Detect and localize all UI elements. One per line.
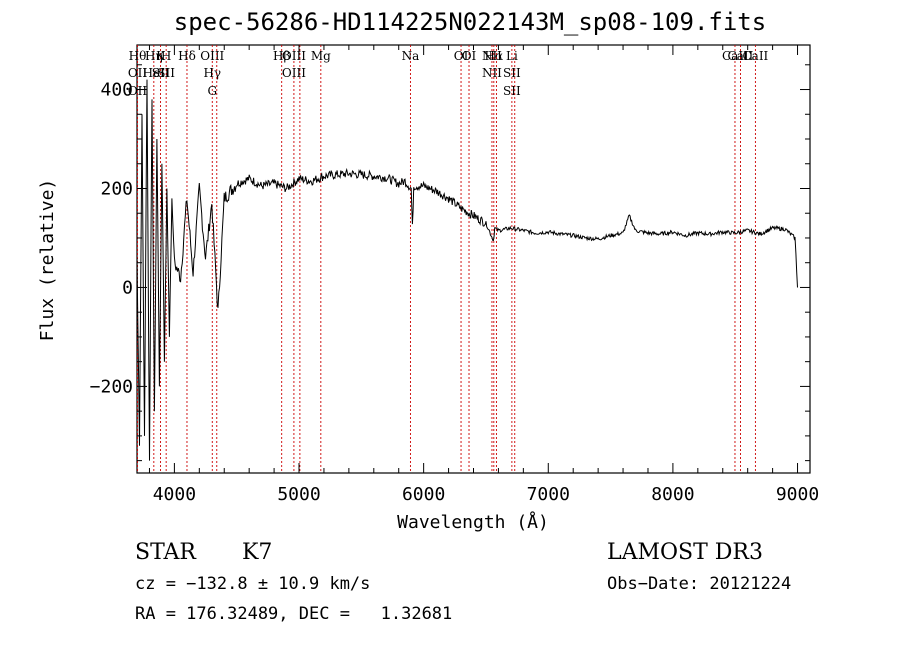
line-label: HeI: [143, 66, 166, 80]
line-label: SII: [503, 66, 521, 80]
line-label: Hβ: [273, 49, 290, 63]
plot-frame: [136, 44, 811, 474]
line-label: OIII: [282, 66, 306, 80]
y-tick-label: 200: [100, 178, 133, 199]
line-label: SII: [152, 66, 170, 80]
x-tick-label: 7000: [527, 484, 570, 505]
line-label: OIII: [282, 49, 306, 63]
line-label: NII: [482, 66, 502, 80]
flux-series-line: [136, 79, 798, 461]
survey-name: LAMOST DR3: [607, 540, 763, 565]
line-label: G: [207, 84, 217, 98]
object-type: STAR: [135, 540, 196, 565]
x-axis: 4000 5000 6000 7000 8000 9000: [148, 45, 819, 505]
line-label: OI: [462, 49, 477, 63]
y-tick-label: 0: [122, 277, 133, 298]
line-label: K: [156, 49, 166, 63]
line-label: Mg: [311, 49, 331, 63]
x-tick-label: 6000: [402, 484, 445, 505]
line-label: OII: [128, 84, 148, 98]
coordinates: RA = 176.32489, DEC = 1.32681: [135, 604, 453, 624]
line-label: OI: [454, 49, 469, 63]
y-tick-label: −200: [90, 376, 133, 397]
line-label: Na: [402, 49, 420, 63]
line-label: CaII: [728, 49, 754, 63]
line-label: SII: [157, 66, 175, 80]
line-label: OII: [128, 66, 148, 80]
line-label: Hδ: [178, 49, 196, 63]
y-tick-label: 400: [100, 80, 133, 101]
x-tick-label: 5000: [277, 484, 320, 505]
x-tick-label: 4000: [153, 484, 196, 505]
observation-date: Obs−Date: 20121224: [607, 574, 792, 594]
y-axis-label: Flux (relative): [37, 179, 58, 342]
line-label: Hγ: [203, 66, 221, 80]
line-label: Hη: [145, 49, 163, 63]
line-label: Hα: [485, 49, 504, 63]
line-label: Hθ: [129, 49, 147, 63]
line-label: Li: [506, 49, 518, 63]
x-tick-label: 9000: [776, 484, 819, 505]
redshift-cz: cz = −132.8 ± 10.9 km/s: [135, 574, 371, 594]
line-label: SII: [503, 84, 521, 98]
x-tick-label: 8000: [651, 484, 694, 505]
line-label: NII: [482, 49, 502, 63]
subclass: K7: [242, 540, 273, 565]
chart-title: spec-56286-HD114225N022143M_sp08-109.fit…: [173, 8, 767, 36]
line-label: H: [161, 49, 171, 63]
line-label: CaII: [722, 49, 748, 63]
x-axis-label: Wavelength (Å): [397, 511, 549, 533]
line-label: CaII: [742, 49, 768, 63]
y-axis: −200 0 200 400: [90, 64, 810, 462]
line-label: OIII: [200, 49, 224, 63]
